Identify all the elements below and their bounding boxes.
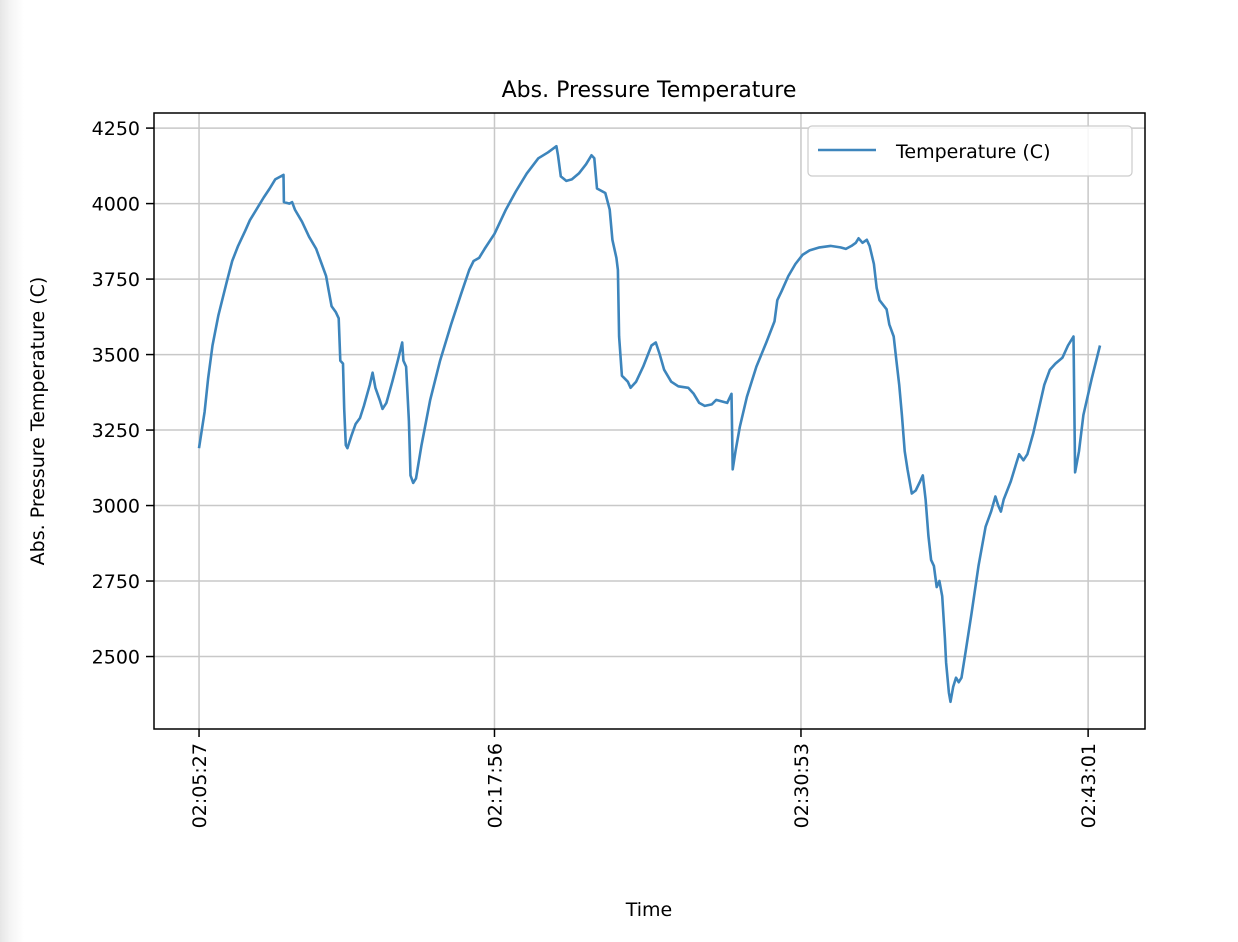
- x-axis-ticks: 02:05:27 02:17:56 02:30:53 02:43:01: [189, 729, 1100, 828]
- x-tick-label: 02:17:56: [484, 743, 506, 828]
- legend-box: [807, 125, 1133, 177]
- y-tick-label: 3250: [92, 420, 140, 442]
- grid-lines: [154, 113, 1145, 729]
- y-tick-label: 2750: [92, 571, 140, 593]
- legend-label: Temperature (C): [895, 141, 1051, 163]
- y-axis-label: Abs. Pressure Temperature (C): [27, 277, 49, 566]
- chart-title: Abs. Pressure Temperature: [502, 78, 797, 103]
- x-axis-label: Time: [625, 899, 673, 921]
- plot-frame: [153, 112, 1146, 730]
- y-tick-label: 4000: [92, 194, 140, 216]
- y-tick-label: 2500: [92, 647, 140, 669]
- y-tick-label: 3000: [92, 496, 140, 518]
- plot-area: [154, 113, 1145, 729]
- y-tick-label: 3750: [92, 269, 140, 291]
- y-tick-label: 4250: [92, 118, 140, 140]
- x-tick-label: 02:43:01: [1078, 743, 1100, 828]
- legend: Temperature (C): [807, 125, 1133, 177]
- y-tick-label: 3500: [92, 345, 140, 367]
- x-tick-label: 02:05:27: [189, 743, 211, 828]
- x-tick-label: 02:30:53: [791, 743, 813, 828]
- series-line-temperature: [197, 144, 1102, 704]
- y-axis-ticks: 2500 2750 3000 3250 3500 3750 4000 4250: [92, 118, 154, 669]
